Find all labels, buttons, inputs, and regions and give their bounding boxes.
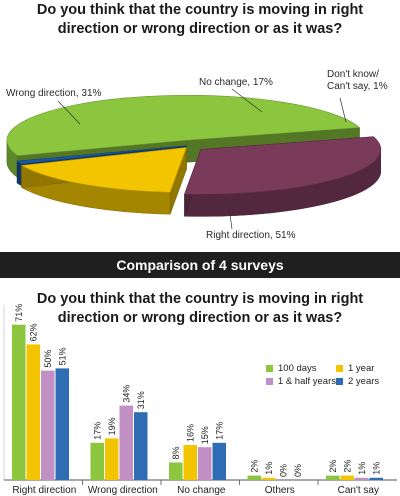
value-label-others-1-and-half-years: 0% [278,464,288,477]
pie-title-line-1: Do you think that the country is moving … [36,2,364,18]
value-label-wrong-direction-1-year: 19% [107,417,117,435]
legend-swatch [266,378,273,385]
value-label-no-change-2-years: 17% [214,422,224,440]
value-label-others-100-days: 2% [249,460,259,473]
legend-label: 100 days [278,363,317,374]
value-label-others-1-year: 1% [264,462,274,475]
legend-swatch [336,378,343,385]
pie-slice-wrong-direction [184,136,382,217]
bar-wrong-direction-1-year [105,438,119,480]
bar-right-direction-100-days [12,324,26,480]
legend-row: 1 & half years 2 years [266,375,396,388]
pie-label-right-direction-leader [227,199,233,230]
bar-chart-title: Do you think that the country is moving … [0,290,400,328]
bar-title-line-1: Do you think that the country is moving … [36,291,364,307]
pie-chart: Right direction, 51% Wrong direction, 31%… [6,69,388,241]
bar-no-change-1-and-half-years [198,447,212,480]
bar-others-1-year [262,477,276,480]
bar-title-line-2: direction or wrong direction or as it wa… [57,310,343,326]
value-label-no-change-1-year: 16% [185,424,195,442]
bar-chart-legend: 100 days 1 year 1 & half years 2 years [266,362,396,388]
category-label-cant-say: Can't say [338,485,379,496]
category-label-wrong-direction: Wrong direction [88,485,158,496]
category-label-others: Others [265,485,295,496]
pie-label-dont-know: Don't know/ [327,69,379,80]
pie-title-line-2: direction or wrong direction or as it wa… [57,21,343,37]
comparison-banner: Comparison of 4 surveys [0,252,400,278]
banner-text: Comparison of 4 surveys [116,257,284,273]
value-label-no-change-100-days: 8% [171,446,181,459]
legend-swatch [336,365,343,372]
pie-label-wrong-direction: Wrong direction, 31% [6,88,102,99]
value-label-cant-say-1-and-half-years: 1% [357,462,367,475]
category-label-no-change: No change [177,485,226,496]
bar-wrong-direction-100-days [90,442,104,480]
legend-item-1-year: 1 year [336,363,396,374]
legend-label: 1 year [348,363,375,374]
category-label-right-direction: Right direction [12,485,76,496]
bar-no-change-1-year [183,445,197,480]
legend-item-2-years: 2 years [336,376,396,387]
pie-chart-title: Do you think that the country is moving … [0,1,400,39]
bar-right-direction-1-and-half-years [41,370,55,480]
bar-cant-say-1-year [340,475,354,480]
bar-no-change-100-days [169,462,183,480]
legend-item-100-days: 100 days [266,363,336,374]
value-label-wrong-direction-1-and-half-years: 34% [121,385,131,403]
value-label-wrong-direction-2-years: 31% [136,391,146,409]
pie-label-wrong-direction-leader [57,100,81,125]
bar-wrong-direction-2-years [134,412,148,480]
legend-row: 100 days 1 year [266,362,396,375]
bar-right-direction-1-year [26,344,40,480]
pie-slice-no-change [20,147,187,215]
bar-wrong-direction-1-and-half-years [119,405,133,480]
bar-no-change-2-years [212,442,226,480]
value-label-cant-say-100-days: 2% [328,460,338,473]
value-label-no-change-1-and-half-years: 15% [200,426,210,444]
legend-item-1-and-half-years: 1 & half years [266,376,336,387]
value-label-right-direction-2-years: 51% [57,347,67,365]
pie-label-dont-know-leader [339,97,347,123]
bar-right-direction-2-years [55,368,69,480]
pie-label-dont-know: Can't say, 1% [327,81,388,92]
legend-label: 2 years [348,376,380,387]
bar-others-100-days [247,475,261,480]
pie-label-right-direction: Right direction, 51% [206,230,296,241]
value-label-right-direction-1-and-half-years: 50% [43,350,53,368]
bar-cant-say-1-and-half-years [355,477,369,480]
bar-cant-say-2-years [369,477,383,480]
pie-label-no-change: No change, 17% [199,77,273,88]
value-label-wrong-direction-100-days: 17% [92,422,102,440]
value-label-cant-say-2-years: 1% [371,462,381,475]
pie-label-no-change-leader [231,88,263,113]
value-label-cant-say-1-year: 2% [342,460,352,473]
legend-label: 1 & half years [277,376,336,387]
value-label-others-2-years: 0% [293,464,303,477]
value-label-right-direction-1-year: 62% [28,323,38,341]
value-label-right-direction-100-days: 71% [14,304,24,322]
bar-cant-say-100-days [326,475,340,480]
legend-swatch [266,365,273,372]
